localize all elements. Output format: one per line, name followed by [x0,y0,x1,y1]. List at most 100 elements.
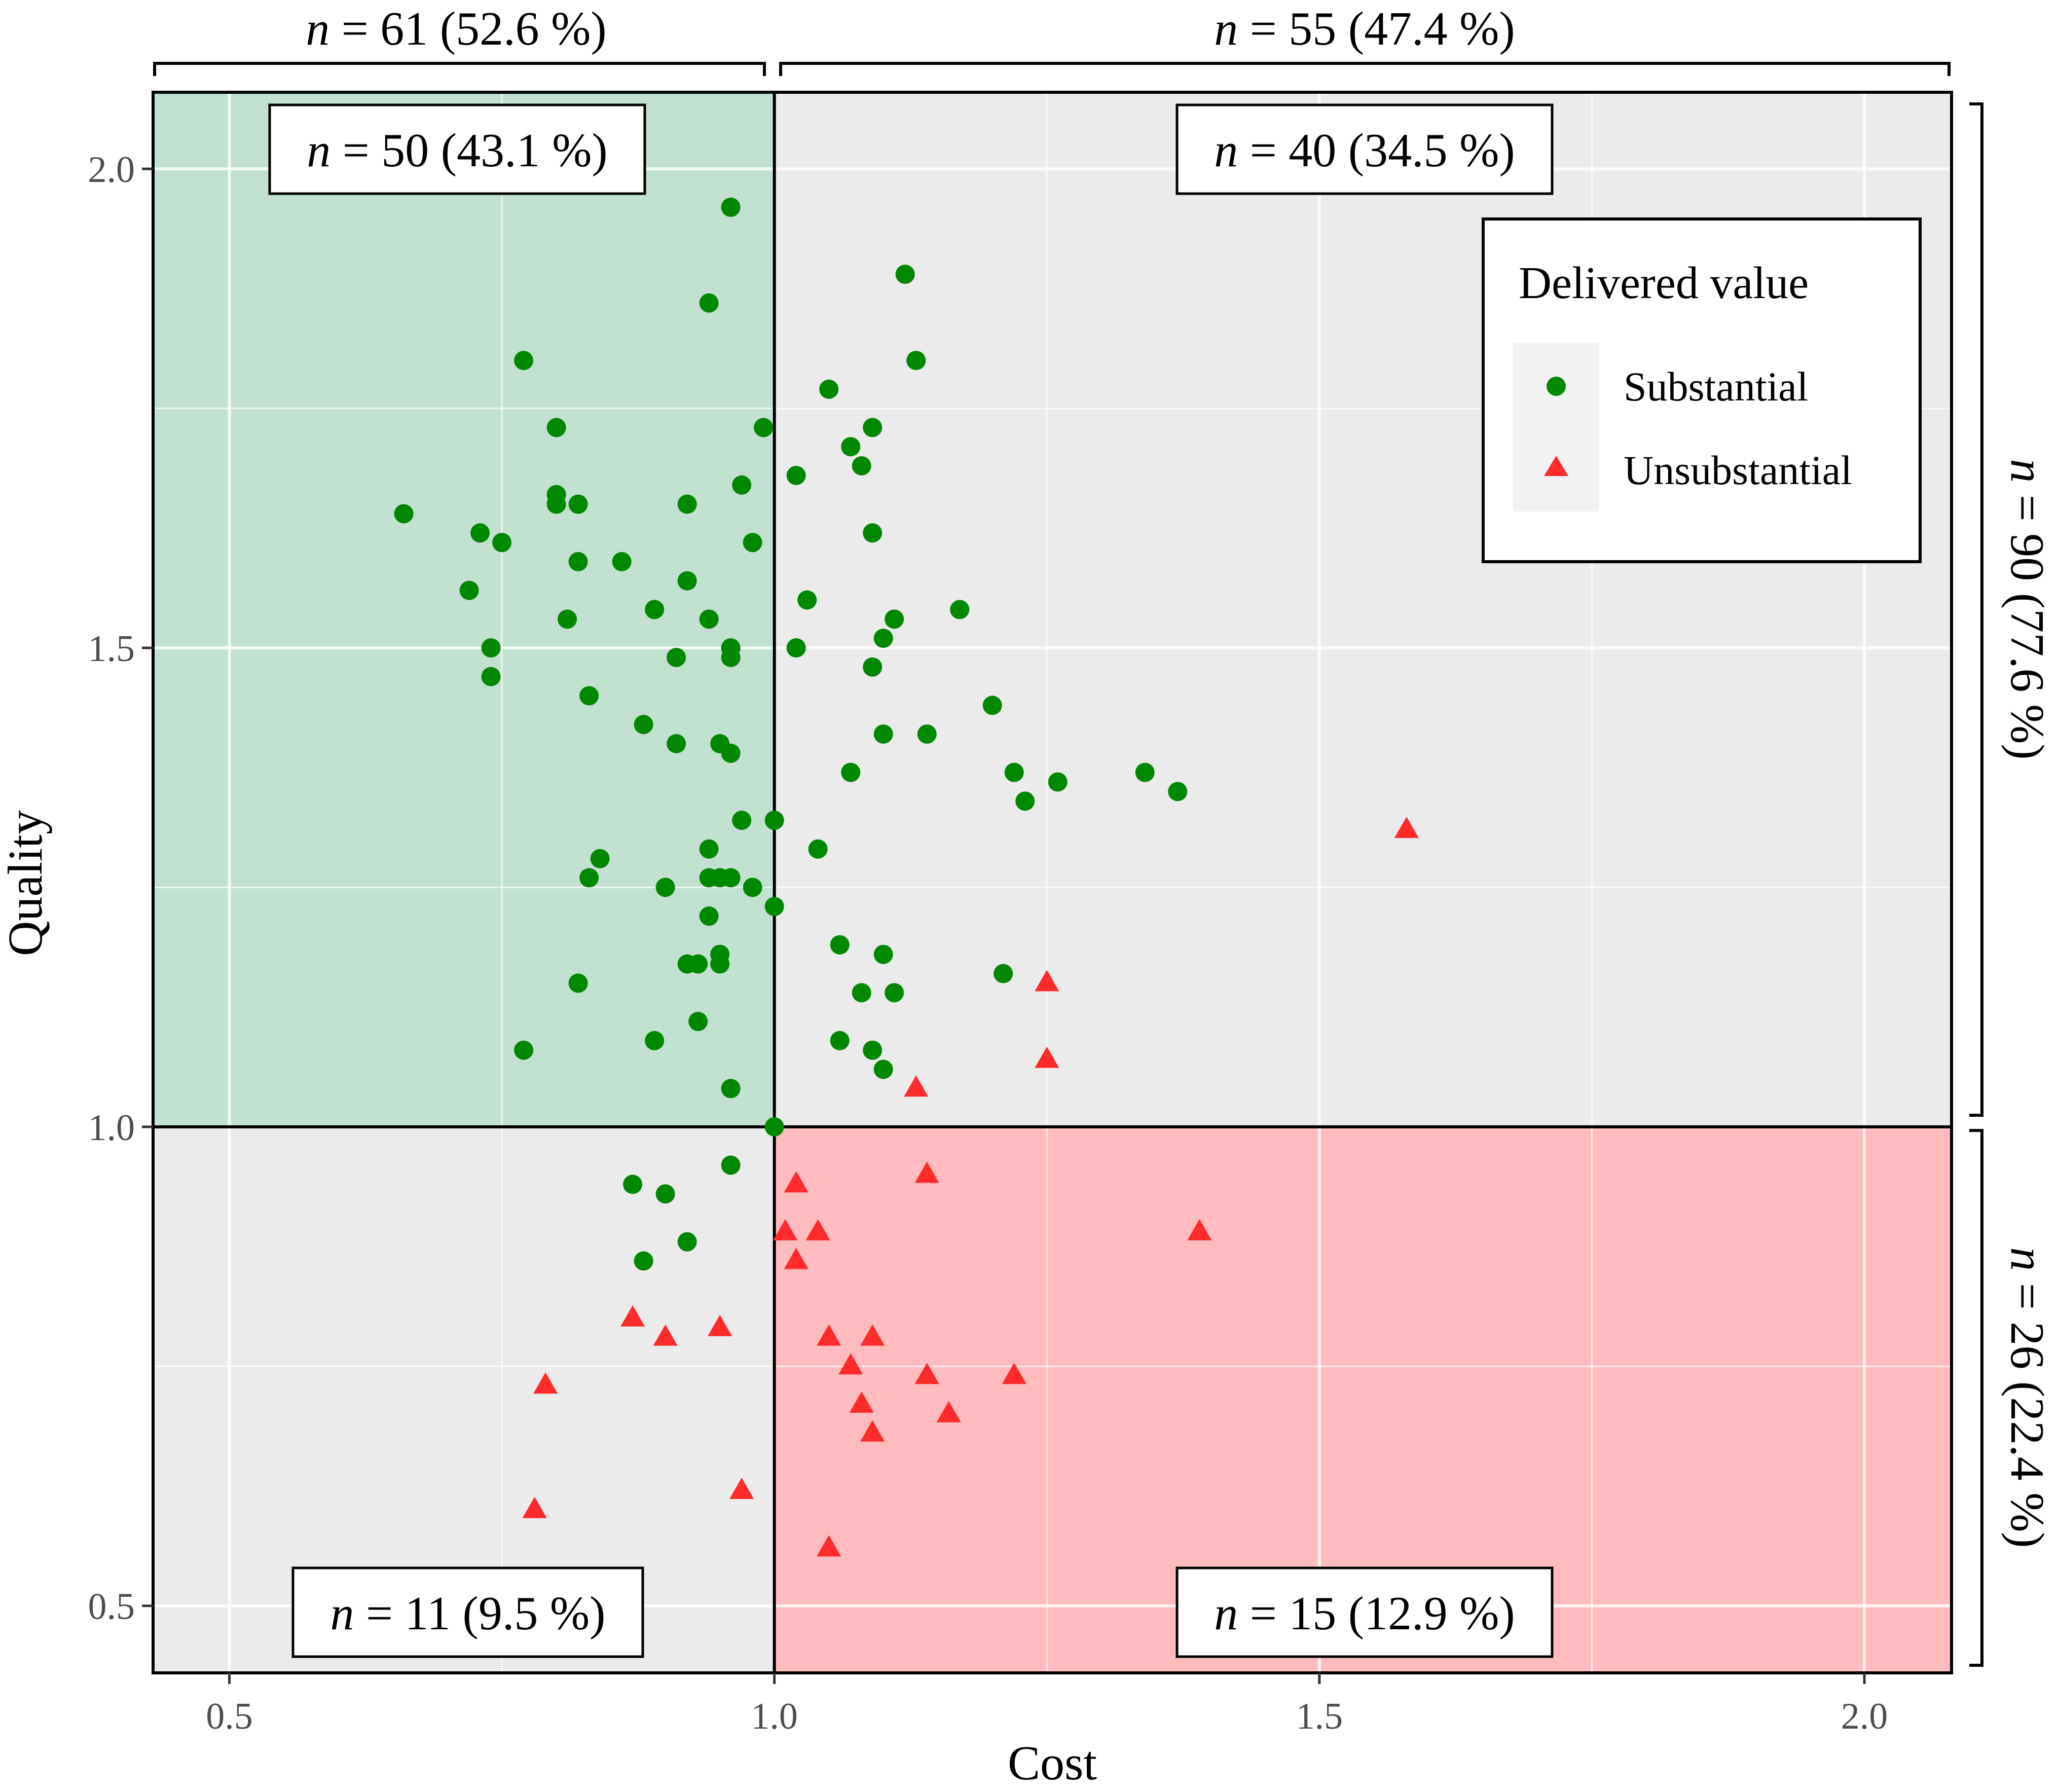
point-substantial [885,609,904,629]
point-unsubstantial [522,1496,547,1518]
point-unsubstantial [817,1324,841,1346]
point-substantial [808,839,828,859]
point-substantial [732,811,752,830]
y-tick-label: 0.5 [88,1586,135,1628]
point-unsubstantial [1394,817,1419,838]
y-axis-ticks: 0.5 1.0 1.5 2.0 [88,149,153,1628]
svg-text:n = 15 (12.9 %): n = 15 (12.9 %) [1214,1587,1515,1640]
y-tick-label: 2.0 [88,149,135,191]
point-substantial [623,1175,643,1194]
point-substantial [558,609,577,629]
point-substantial [721,197,741,217]
x-axis-ticks: 0.5 1.0 1.5 2.0 [206,1673,1888,1737]
point-unsubstantial [1002,1363,1026,1384]
x-tick-label: 0.5 [206,1696,253,1737]
point-substantial [710,954,730,974]
quadrant-label-bottom-left: n = 11 (9.5 %) [291,1566,644,1658]
point-substantial [568,973,588,993]
y-tick-label: 1.0 [88,1107,135,1149]
point-substantial [885,983,904,1003]
x-tick-label: 2.0 [1841,1696,1888,1737]
point-substantial [394,504,414,524]
data-points [394,197,1419,1557]
svg-text:n = 40 (34.5 %): n = 40 (34.5 %) [1214,124,1515,177]
point-substantial [481,638,501,658]
point-substantial [873,724,893,744]
point-unsubstantial [620,1305,645,1327]
point-substantial [514,351,534,371]
point-substantial [699,609,719,629]
point-substantial [852,983,871,1003]
legend-marker-substantial [1547,377,1566,396]
point-substantial [645,1031,665,1050]
point-unsubstantial [805,1219,830,1240]
point-substantial [579,868,599,888]
point-substantial [667,734,686,753]
point-substantial [721,1155,741,1175]
point-substantial [470,523,490,543]
point-substantial [721,868,741,888]
point-substantial [863,657,883,677]
point-substantial [721,647,741,667]
point-substantial [579,686,599,706]
point-substantial [797,590,817,610]
point-unsubstantial [729,1477,754,1499]
point-unsubstantial [904,1075,929,1097]
point-substantial [764,897,784,917]
point-substantial [982,696,1002,715]
point-unsubstantial [1035,1046,1059,1068]
point-substantial [873,629,893,648]
point-substantial [863,523,883,543]
count-top-right-pct: (34.5 %) [1348,124,1515,177]
marginal-label-left: n = 61 (52.6 %) [306,3,606,55]
marginal-bracket-left [153,62,766,76]
quadrant-label-top-left: n = 50 (43.1 %) [268,103,646,195]
point-unsubstantial [784,1171,808,1193]
point-substantial [852,456,871,476]
point-unsubstantial [860,1420,885,1442]
point-substantial [841,762,861,782]
marginal-label-top: n = 90 (77.6 %) [2001,459,2053,759]
y-axis-title: Quality [0,810,52,956]
point-substantial [917,724,937,744]
legend: Delivered value Substantial Unsubstantia… [1482,217,1922,563]
point-substantial [667,647,686,667]
legend-marker-unsubstantial [1544,456,1568,476]
count-bottom-left-n: 11 [405,1587,451,1640]
count-bottom-right-pct: (12.9 %) [1348,1587,1515,1640]
point-substantial [459,580,479,600]
legend-label-unsubstantial: Unsubstantial [1624,447,1852,493]
count-bottom-left-pct: (9.5 %) [463,1587,606,1640]
point-substantial [645,600,665,619]
point-substantial [830,935,850,955]
point-substantial [830,1031,850,1050]
x-tick-label: 1.5 [1296,1696,1343,1737]
point-substantial [764,1117,784,1137]
quadrant-label-bottom-right: n = 15 (12.9 %) [1175,1566,1554,1658]
point-substantial [612,552,632,571]
marginal-bracket-right [779,62,1951,76]
point-substantial [873,1059,893,1079]
point-substantial [754,418,774,437]
point-unsubstantial [817,1535,841,1557]
point-substantial [1004,762,1024,782]
point-substantial [699,906,719,926]
point-substantial [655,877,675,897]
panel-border [152,91,1953,1674]
point-unsubstantial [653,1324,678,1346]
point-substantial [481,667,501,686]
count-top-left-pct: (43.1 %) [441,124,608,177]
point-substantial [1168,782,1188,801]
point-unsubstantial [936,1401,961,1422]
point-substantial [994,964,1013,983]
point-substantial [1048,772,1068,792]
quadrant-label-top-right: n = 40 (34.5 %) [1175,103,1554,195]
point-substantial [819,379,839,399]
point-substantial [721,743,741,763]
point-substantial [764,811,784,830]
point-substantial [906,351,926,371]
x-axis-title: Cost [1008,1736,1097,1790]
point-substantial [677,571,697,591]
point-substantial [677,1232,697,1252]
